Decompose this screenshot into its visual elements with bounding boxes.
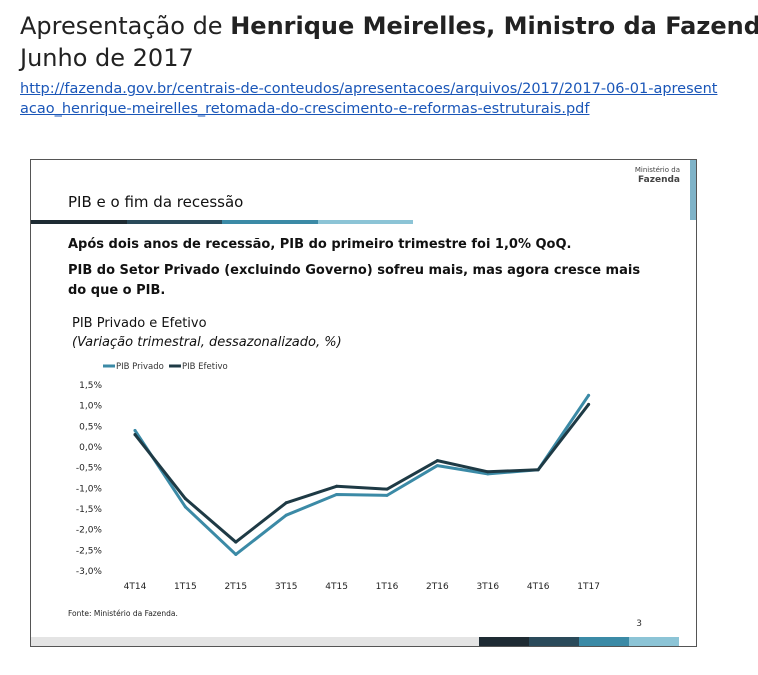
bottom-bar-seg-4 [629,637,679,646]
bottom-bar-seg-1 [479,637,529,646]
logo-line2: Fazenda [638,175,680,185]
page-number: 3 [636,619,642,629]
legend-label: PIB Efetivo [182,362,228,372]
data-point [587,393,591,397]
data-point [536,468,540,472]
y-tick-label: 1,5% [79,381,102,391]
title-bar-seg-3 [222,220,318,224]
header-title: Apresentação de Henrique Meirelles, Mini… [20,12,758,40]
chart-subtitle: (Variação trimestral, dessazonalizado, %… [72,335,342,350]
y-tick-label: 0,5% [79,422,102,432]
bottom-bar-grey [31,637,479,646]
y-tick-label: -3,0% [76,567,103,577]
series-line-1 [133,393,591,556]
ministry-logo: Ministério da Fazenda [635,166,680,186]
data-point [183,505,187,509]
y-tick-label: -1,0% [76,484,103,494]
x-tick-label: 3T16 [476,582,499,592]
series-line-2 [133,402,591,544]
data-point [183,497,187,501]
slide: Ministério da Fazenda PIB e o fim da rec… [30,159,697,647]
header-date: Junho de 2017 [20,44,194,72]
x-tick-label: 2T16 [426,582,449,592]
slide-title: PIB e o fim da recessão [68,193,244,211]
x-tick-label: 3T15 [275,582,298,592]
data-point [133,433,137,437]
y-tick-label: 1,0% [79,402,102,412]
line-chart: 1,5% 1,0% 0,5% 0,0% -0,5% -1,0% -1,5% -2,0% -2,5… [76,362,600,592]
data-point [587,402,591,406]
title-bar-seg-4 [317,220,413,224]
x-tick-label: 4T16 [527,582,550,592]
data-point [486,470,490,474]
title-underline-bar [31,220,413,224]
y-tick-label: -2,0% [76,526,103,536]
x-tick-label: 2T15 [224,582,247,592]
data-point [385,493,389,497]
bottom-bar-seg-2 [529,637,579,646]
data-point [385,487,389,491]
source-link[interactable]: http://fazenda.gov.br/centrais-de-conteu… [20,81,718,117]
y-tick-label: -2,5% [76,546,103,556]
header-title-prefix: Apresentação de [20,12,231,40]
slide-subtitle-1: Após dois anos de recessão, PIB do prime… [68,237,572,252]
y-tick-label: -1,5% [76,505,103,515]
data-point [335,493,339,497]
legend-label: PIB Privado [116,362,164,372]
chart-title: PIB Privado e Efetivo [72,316,207,331]
bottom-bar-seg-3 [579,637,629,646]
header-title-bold: Henrique Meirelles, Ministro da Fazenda [230,12,758,40]
data-point [335,484,339,488]
data-point [234,540,238,544]
x-tick-label: 4T15 [325,582,348,592]
data-point [284,501,288,505]
data-point [435,459,439,463]
x-tick-label: 4T14 [124,582,147,592]
x-tick-label: 1T17 [577,582,600,592]
logo-line1: Ministério da [634,166,680,174]
data-point [284,513,288,517]
slide-right-accent [690,160,696,220]
slide-subtitle-2: PIB do Setor Privado (excluindo Governo)… [68,263,641,298]
bottom-bar [31,637,696,646]
source-note: Fonte: Ministério da Fazenda. [68,609,178,618]
data-point [133,428,137,432]
x-tick-label: 1T15 [174,582,197,592]
y-tick-label: -0,5% [76,464,103,474]
title-bar-seg-2 [126,220,222,224]
data-point [234,552,238,556]
y-tick-label: 0,0% [79,443,102,453]
data-point [435,464,439,468]
x-tick-label: 1T16 [376,582,399,592]
title-bar-seg-1 [31,220,127,224]
